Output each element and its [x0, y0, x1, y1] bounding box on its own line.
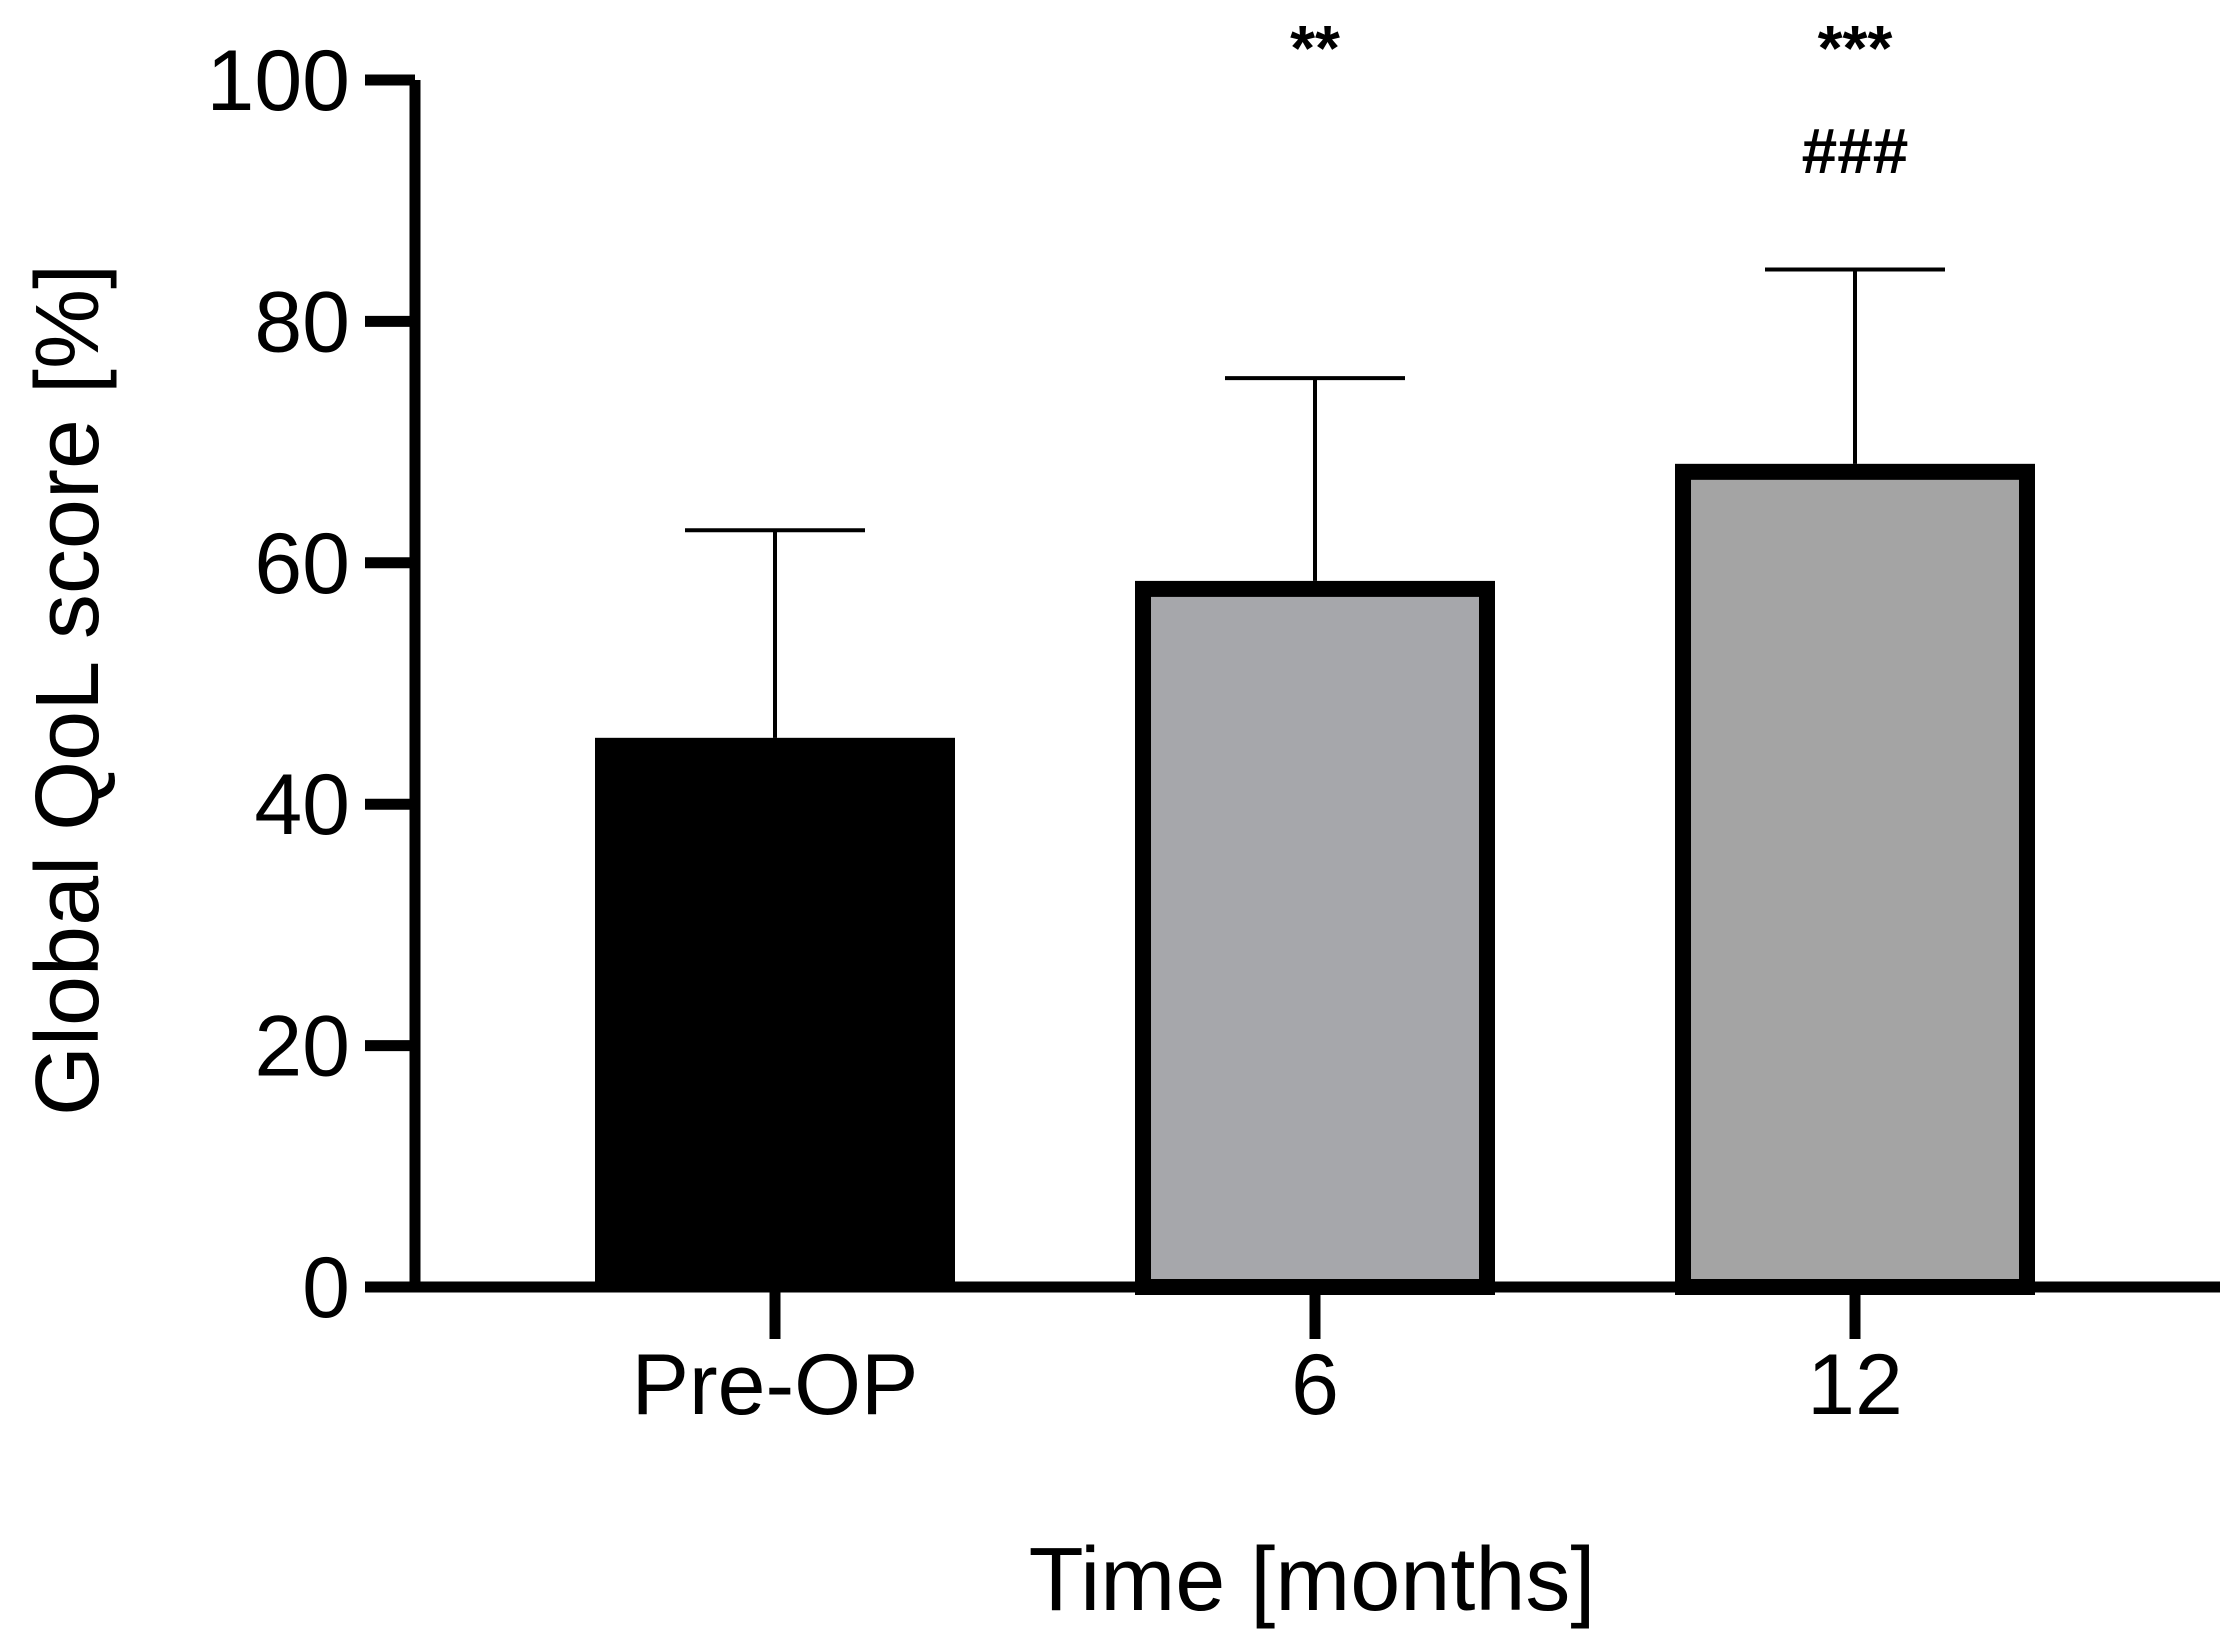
x-axis-title: Time [months]: [1029, 1530, 1596, 1630]
bar-3: [1675, 463, 2035, 1295]
x-tick-label-1: Pre-OP: [632, 1337, 919, 1433]
y-tick-label-80: 80: [254, 274, 350, 370]
bar-2: [1135, 580, 1495, 1295]
error-bars-layer: [685, 267, 1945, 738]
y-axis-title: Global QoL score [%]: [18, 264, 118, 1116]
bars-layer: [595, 463, 2035, 1295]
y-tick-label-40: 40: [254, 757, 350, 853]
y-tick-label-0: 0: [302, 1240, 350, 1336]
x-tick-label-2: 6: [1291, 1337, 1339, 1433]
x-ticks-layer: Pre-OP 6 12: [632, 1287, 1903, 1433]
y-tick-label-100: 100: [207, 33, 351, 129]
significance-label-3-2: ###: [1802, 115, 1909, 187]
y-tick-label-20: 20: [254, 999, 350, 1095]
x-tick-label-3: 12: [1807, 1337, 1903, 1433]
y-ticks-layer: 0 20 40 60 80 100: [207, 33, 415, 1336]
significance-label-2-1: **: [1290, 12, 1340, 84]
y-tick-label-60: 60: [254, 516, 350, 612]
significance-label-3-1: ***: [1818, 12, 1893, 84]
bar-1: [595, 737, 955, 1287]
significance-layer: ** ***###: [1290, 12, 1908, 187]
